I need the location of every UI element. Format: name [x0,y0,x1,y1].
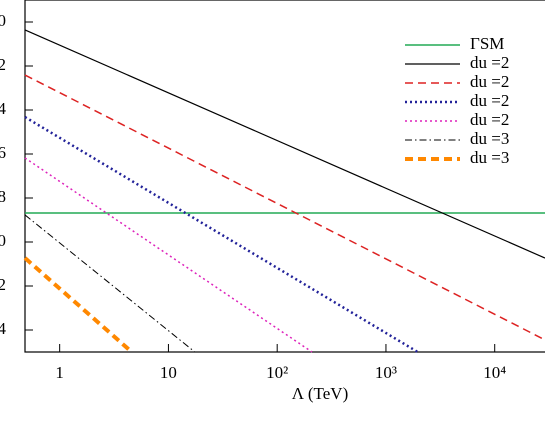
y-tick-label: 6 [0,143,6,162]
legend-label: du =2 [470,53,509,72]
plot-frame [24,0,545,353]
y-tick-label: 2 [0,275,6,294]
series-line [23,256,134,354]
legend-label: du =2 [470,110,509,129]
y-tick-label: 4 [0,319,7,338]
series-line [24,214,196,353]
x-tick-label: 10 [160,363,177,382]
legend-label: du =3 [470,148,509,167]
legend-label: du =3 [470,129,509,148]
legend-label: du =2 [470,72,509,91]
series-line [24,157,313,353]
y-tick-label: 2 [0,55,6,74]
x-tick-label: 1 [55,363,64,382]
y-tick-label: 8 [0,187,6,206]
x-tick-label: 10⁴ [483,363,506,382]
series-line [24,74,545,341]
legend-label: ΓSM [470,34,504,53]
x-tick-label: 10³ [375,363,397,382]
y-tick-label: 0 [0,231,6,250]
legend-label: du =2 [470,91,509,110]
x-axis-label: Λ (TeV) [292,384,348,403]
y-tick-label: 4 [0,99,7,118]
series-line [24,29,545,259]
y-tick-label: 0 [0,11,6,30]
x-tick-label: 10² [266,363,288,382]
series-line [24,115,419,354]
